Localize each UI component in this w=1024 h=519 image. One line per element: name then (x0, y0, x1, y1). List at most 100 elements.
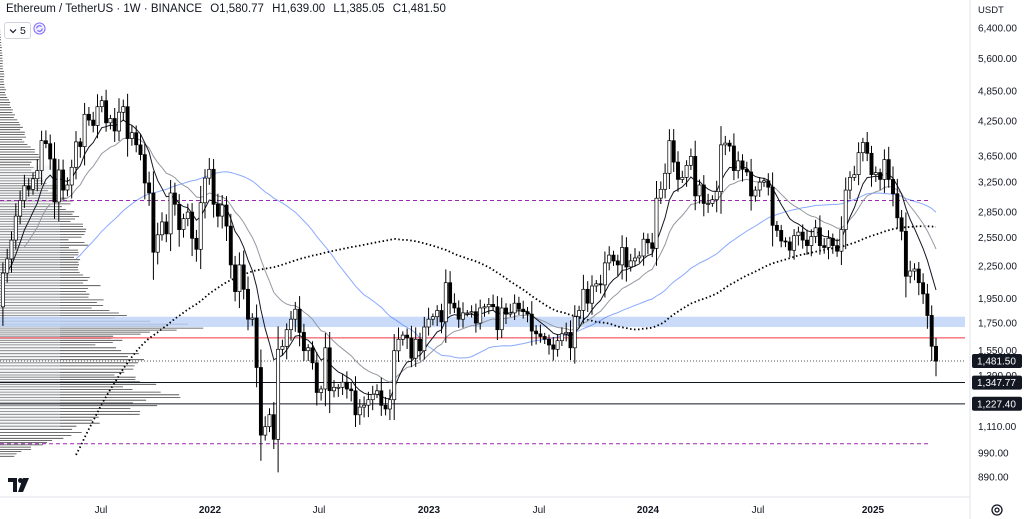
candle-body[interactable] (254, 317, 259, 368)
candle-body[interactable] (611, 254, 616, 262)
candle-body[interactable] (18, 200, 23, 217)
candle-body[interactable] (31, 178, 35, 190)
candle-body[interactable] (366, 399, 371, 406)
candle-body[interactable] (912, 268, 917, 272)
candle-body[interactable] (91, 119, 96, 126)
candle-body[interactable] (860, 142, 865, 154)
candle-body[interactable] (379, 390, 384, 406)
candle-body[interactable] (181, 218, 186, 230)
candle-body[interactable] (516, 302, 521, 310)
candle-body[interactable] (719, 144, 723, 192)
candle-body[interactable] (921, 282, 926, 295)
candle-body[interactable] (865, 142, 870, 154)
candle-body[interactable] (452, 302, 457, 309)
candle-body[interactable] (697, 184, 702, 197)
candle-body[interactable] (813, 227, 818, 237)
candle-body[interactable] (267, 414, 272, 428)
candle-body[interactable] (465, 312, 470, 315)
candle-body[interactable] (370, 393, 375, 401)
candle-body[interactable] (473, 311, 478, 324)
candle-body[interactable] (495, 306, 500, 331)
candle-body[interactable] (263, 426, 268, 436)
candle-body[interactable] (461, 312, 465, 320)
candle-body[interactable] (658, 188, 663, 199)
candle-body[interactable] (56, 169, 61, 203)
candle-body[interactable] (478, 307, 483, 324)
tradingview-logo-icon[interactable] (8, 478, 30, 492)
candle-body[interactable] (215, 203, 220, 217)
candle-body[interactable] (332, 386, 336, 392)
candle-body[interactable] (185, 211, 190, 219)
candle-body[interactable] (929, 315, 934, 347)
candles[interactable] (0, 89, 938, 473)
candle-body[interactable] (74, 141, 78, 168)
candle-body[interactable] (787, 241, 792, 251)
candle-body[interactable] (121, 106, 126, 113)
candle-body[interactable] (293, 308, 298, 320)
candle-body[interactable] (396, 338, 401, 352)
indicators-toggle-button[interactable]: 5 (4, 22, 31, 39)
candle-body[interactable] (323, 347, 328, 390)
candle-body[interactable] (529, 313, 534, 332)
candle-body[interactable] (749, 171, 754, 197)
candle-body[interactable] (26, 185, 31, 190)
settings-gear-icon[interactable] (990, 503, 1004, 517)
candle-body[interactable] (69, 166, 74, 186)
candle-body[interactable] (9, 239, 14, 260)
candle-body[interactable] (809, 236, 814, 246)
candle-body[interactable] (521, 308, 526, 313)
candle-body[interactable] (706, 203, 711, 205)
candle-body[interactable] (817, 227, 822, 246)
candle-body[interactable] (602, 262, 607, 286)
candle-body[interactable] (306, 347, 311, 352)
candle-body[interactable] (551, 344, 556, 350)
candle-body[interactable] (439, 310, 444, 323)
candle-body[interactable] (0, 272, 5, 308)
candle-body[interactable] (744, 168, 749, 173)
candle-body[interactable] (327, 347, 332, 392)
candle-body[interactable] (35, 170, 40, 180)
candle-body[interactable] (168, 192, 173, 235)
candle-body[interactable] (684, 165, 689, 178)
candle-body[interactable] (383, 404, 388, 410)
candle-body[interactable] (147, 182, 152, 194)
candle-body[interactable] (52, 158, 57, 203)
candle-body[interactable] (774, 224, 779, 231)
candle-body[interactable] (443, 282, 448, 323)
candle-body[interactable] (155, 234, 160, 253)
candle-body[interactable] (637, 255, 642, 259)
candle-body[interactable] (39, 140, 44, 171)
candle-body[interactable] (482, 306, 487, 309)
candle-body[interactable] (680, 177, 685, 180)
candle-body[interactable] (82, 113, 87, 147)
candle-body[interactable] (624, 247, 629, 268)
candle-body[interactable] (310, 347, 315, 364)
candle-body[interactable] (357, 406, 362, 416)
candle-body[interactable] (796, 231, 801, 236)
candle-body[interactable] (160, 221, 164, 236)
candle-body[interactable] (362, 404, 367, 408)
time-axis[interactable]: Jul 2022 Jul 2023 Jul 2024 Jul 2025 (0, 496, 970, 516)
candle-body[interactable] (469, 311, 474, 314)
candle-body[interactable] (250, 317, 255, 320)
candle-body[interactable] (783, 240, 788, 243)
candle-body[interactable] (667, 140, 672, 174)
candle-body[interactable] (61, 169, 66, 191)
candle-body[interactable] (869, 152, 874, 175)
candle-body[interactable] (615, 260, 620, 266)
candle-body[interactable] (435, 310, 440, 318)
candle-body[interactable] (542, 336, 547, 340)
candle-body[interactable] (241, 264, 246, 290)
candle-body[interactable] (194, 237, 199, 250)
candle-body[interactable] (805, 239, 809, 246)
candle-body[interactable] (314, 362, 319, 393)
candle-body[interactable] (284, 329, 289, 347)
candle-body[interactable] (353, 390, 358, 416)
candle-body[interactable] (224, 204, 229, 227)
candle-body[interactable] (572, 316, 577, 349)
candle-body[interactable] (65, 184, 70, 191)
candle-body[interactable] (757, 181, 762, 191)
candle-body[interactable] (99, 100, 104, 108)
candle-body[interactable] (843, 189, 848, 230)
